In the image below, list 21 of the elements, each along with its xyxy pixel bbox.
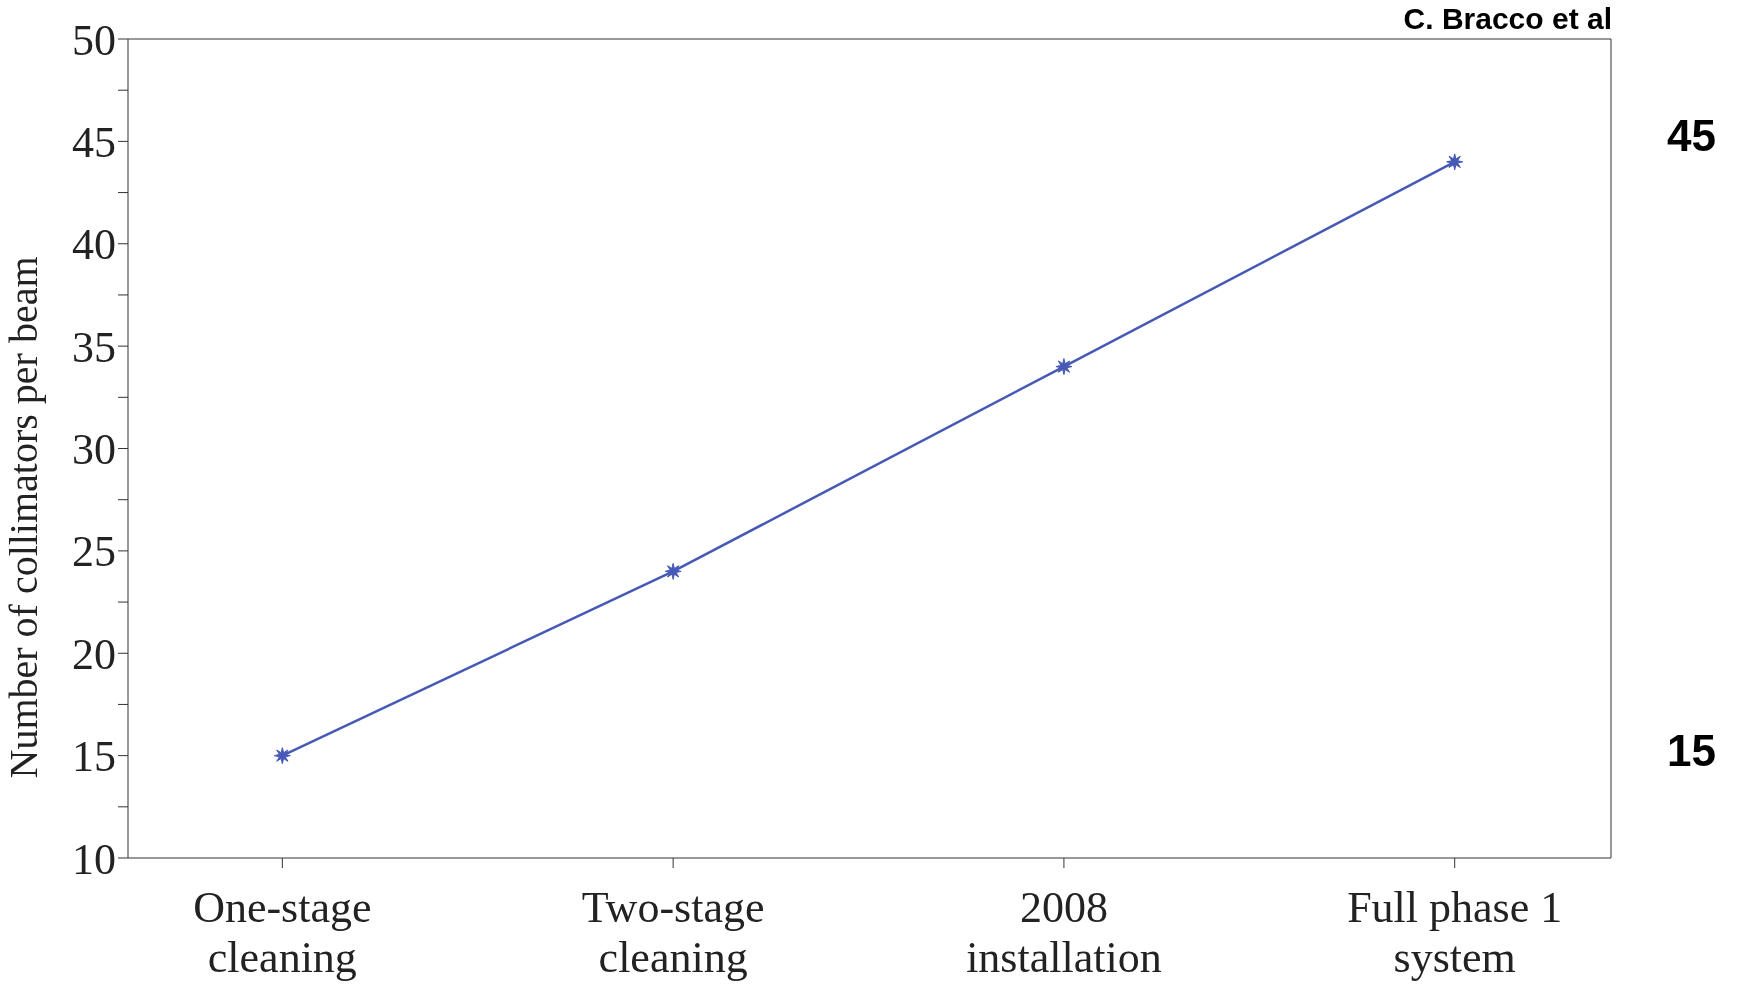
y-tick-label: 40 [72,220,116,270]
y-tick-label: 10 [72,834,116,884]
y-axis-title: Number of collimators per beam [1,256,47,779]
y-tick-label: 45 [72,117,116,167]
y-tick-label: 20 [72,629,116,679]
y-tick-label: 30 [72,425,116,475]
y-tick-label: 25 [72,527,116,577]
text: 45 [1667,110,1716,163]
point [1446,153,1464,171]
x-tick-label: Two-stage cleaning [581,883,765,982]
y-tick-label: 35 [72,322,116,372]
x-tick-label: 2008 installation [966,883,1162,982]
y-tick-label: 50 [72,15,116,65]
x-tick-label: Full phase 1 system [1347,883,1563,982]
point [273,747,291,765]
text: 15 [1667,725,1716,778]
text: C. Bracco et al [1403,2,1612,36]
point [1055,358,1073,376]
point [664,562,682,580]
y-tick-label: 15 [72,732,116,782]
x-tick-label: One-stage cleaning [193,883,372,982]
